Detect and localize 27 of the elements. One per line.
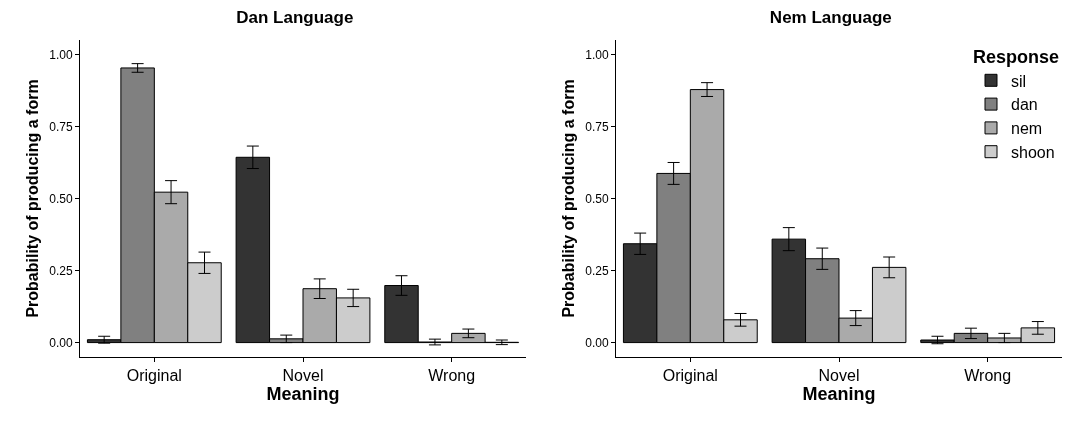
y-tick-label: 0.75 (49, 119, 73, 134)
x-axis-title: Meaning (802, 384, 876, 405)
x-tick-label: Original (662, 367, 718, 385)
y-tick-label: 0.25 (585, 263, 609, 278)
y-tick-label: 1.00 (49, 47, 73, 62)
x-tick-label: Novel (818, 367, 860, 385)
chart-title: Nem Language (769, 7, 892, 27)
legend-label: dan (1011, 96, 1038, 114)
y-tick-label: 0.25 (49, 263, 73, 278)
legend-title: Response (973, 47, 1060, 68)
legend-label: nem (1011, 120, 1043, 138)
y-tick-label: 0.00 (585, 335, 609, 350)
legend-label: sil (1011, 72, 1027, 90)
x-tick-label: Wrong (964, 367, 1012, 385)
legend-label: shoon (1011, 143, 1055, 161)
y-axis-title: Probability of producing a form (560, 79, 577, 318)
x-axis-title: Meaning (266, 384, 340, 405)
x-tick-label: Original (126, 367, 182, 385)
y-tick-label: 0.75 (585, 119, 609, 134)
y-tick-label: 0.00 (49, 335, 73, 350)
y-tick-label: 0.50 (49, 191, 73, 206)
chart-title: Dan Language (236, 7, 354, 27)
x-tick-label: Wrong (428, 367, 476, 385)
x-tick-label: Novel (282, 367, 324, 385)
y-tick-label: 1.00 (585, 47, 609, 62)
y-tick-label: 0.50 (585, 191, 609, 206)
y-axis-title: Probability of producing a form (24, 79, 41, 318)
